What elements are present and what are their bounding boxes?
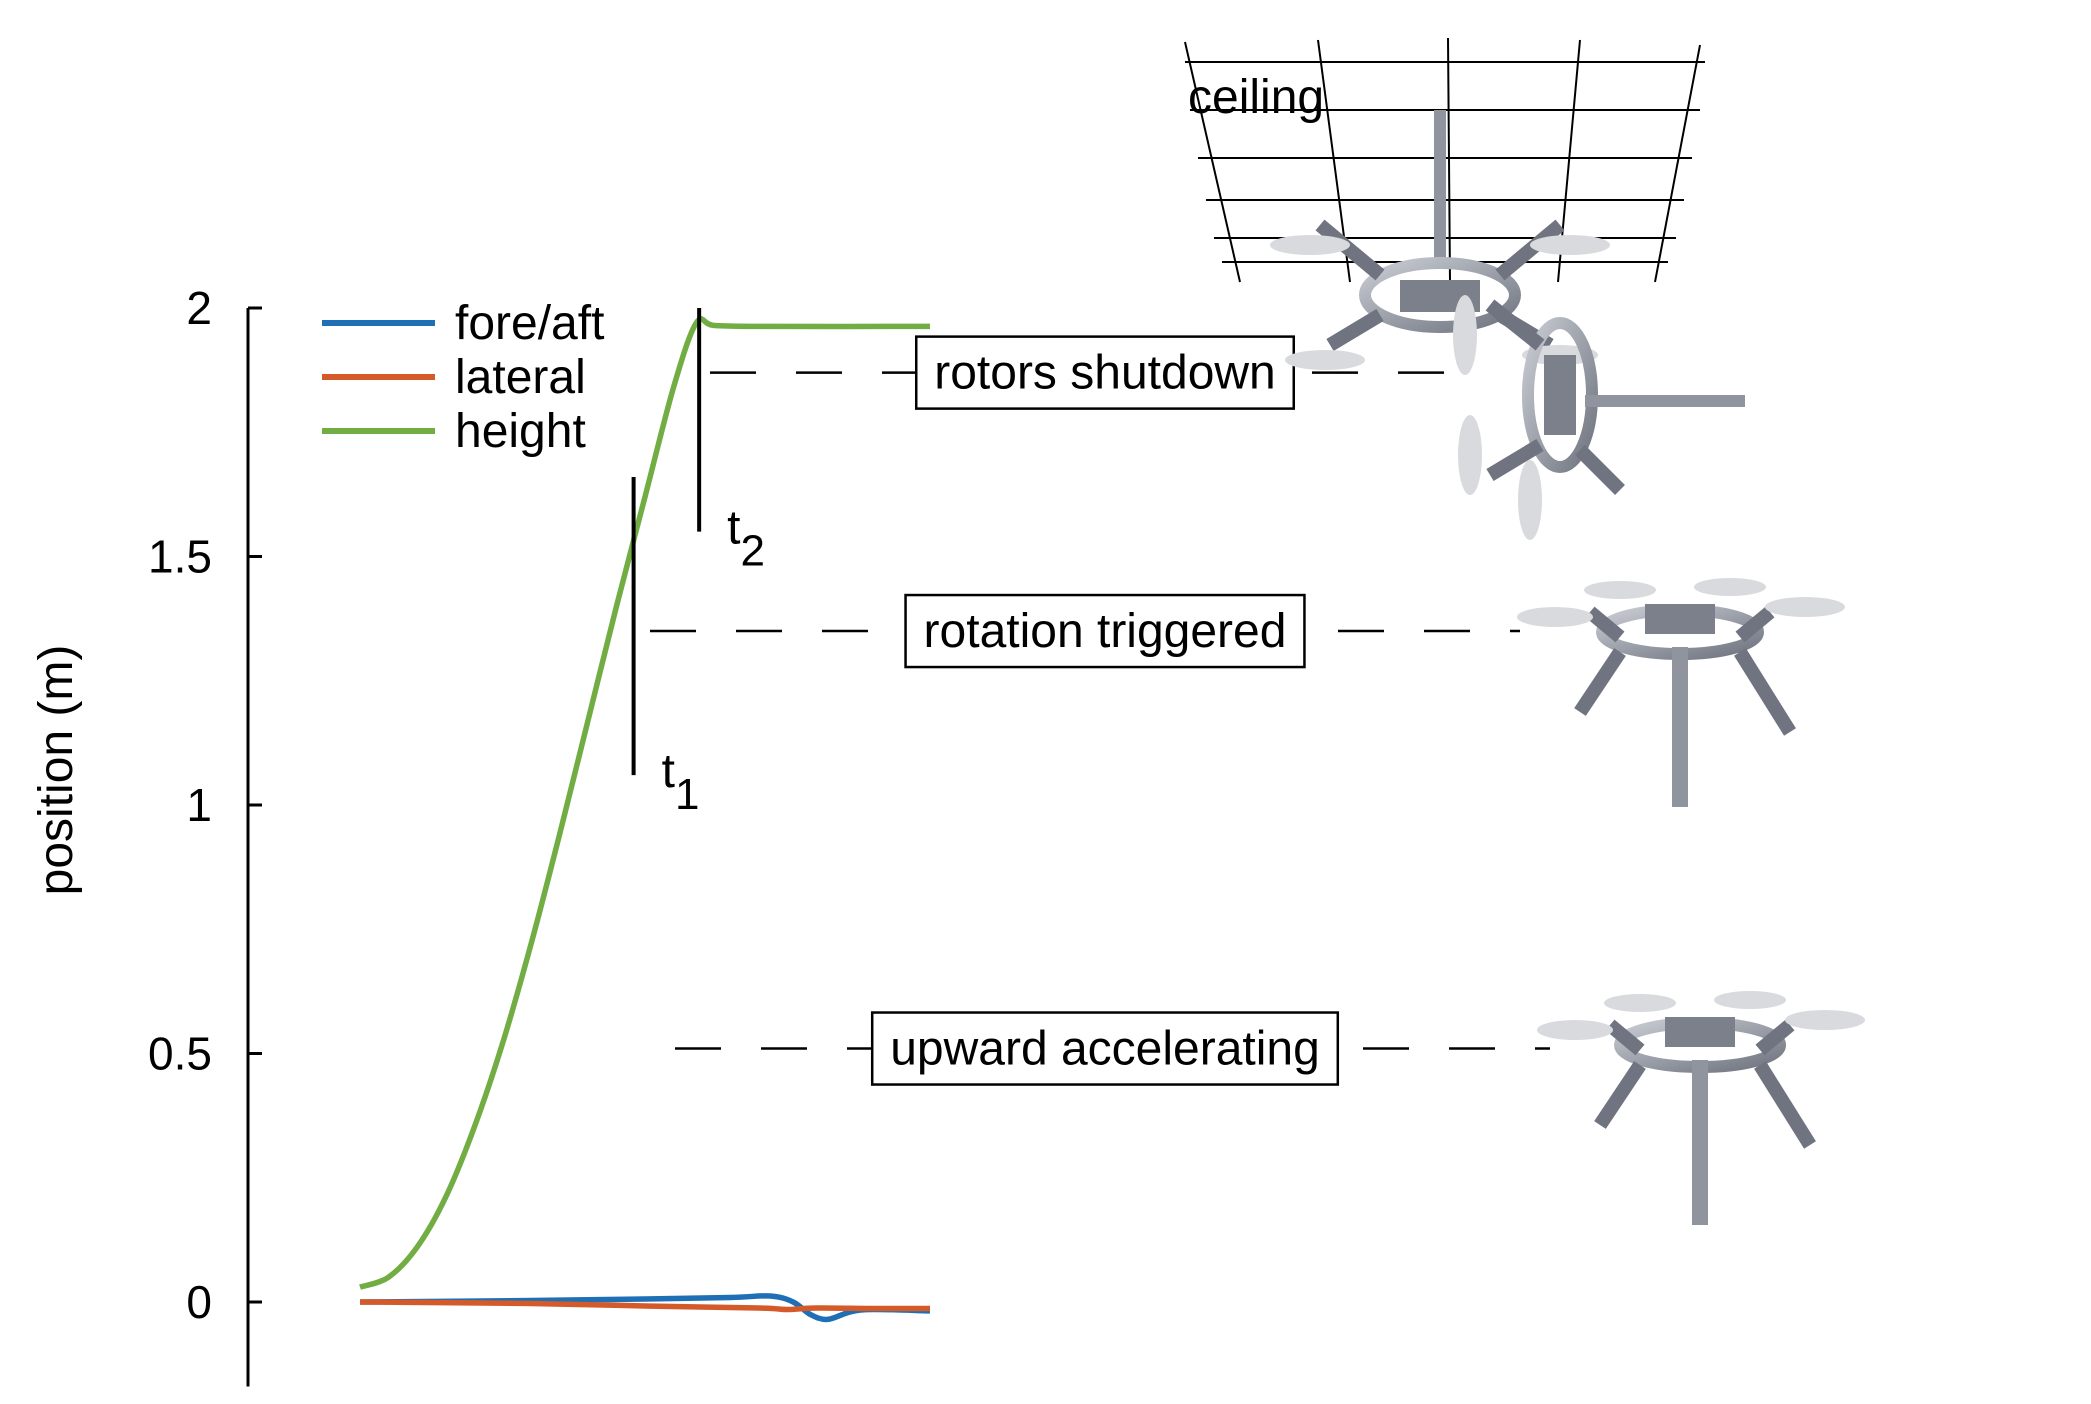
series-line-height [359,316,931,1290]
event-marker-symbol: t [662,745,675,798]
series-line-fore-aft [359,1293,931,1323]
y-axis-label: position (m) [30,645,83,896]
event-marker-subscript: 1 [675,770,699,819]
annotation-label: upward accelerating [890,1023,1320,1076]
drone-at-ceiling-illustration [1270,110,1610,370]
event-marker-label: t1 [662,745,700,819]
legend-label: lateral [455,351,586,404]
annotation-box [904,593,1306,669]
event-marker-subscript: 2 [740,527,764,576]
drone-upward-accelerating-illustration [1537,991,1865,1225]
y-tick-label: 1.5 [148,531,212,583]
y-tick-label: 0 [186,1276,212,1328]
legend-label: fore/aft [455,297,604,350]
drone-rotation-triggered-illustration [1517,578,1845,807]
annotation-label: rotation triggered [924,605,1287,658]
annotation-box [870,1011,1340,1086]
series-layer [359,316,931,1323]
ceiling-label: ceiling [1188,71,1324,124]
annotations: rotors shutdown rotation triggered upward … [650,335,1550,1086]
annotation-label: rotors shutdown [934,347,1276,400]
y-tick-label: 0.5 [148,1028,212,1080]
series-line-lateral [359,1299,930,1313]
y-axis: 0 0.5 1 1.5 2 [148,282,262,1387]
annotation-box [914,335,1296,410]
event-marker-symbol: t [727,502,740,555]
event-marker-label: t2 [727,502,765,576]
drone-rotating-illustration [1453,295,1745,540]
y-tick-label: 1 [186,779,212,831]
y-tick-label: 2 [186,282,212,334]
legend-label: height [455,405,586,458]
